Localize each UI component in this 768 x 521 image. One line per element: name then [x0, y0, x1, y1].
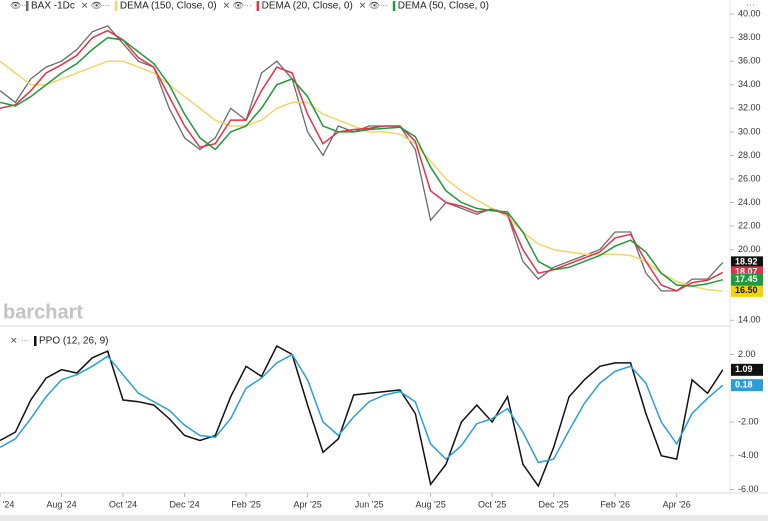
scroll-bar[interactable]: [0, 515, 768, 521]
close-icon[interactable]: ✕: [223, 0, 231, 10]
x-tick-label: Oct '25: [478, 499, 506, 509]
visibility-icon[interactable]: 👁: [91, 0, 102, 10]
x-tick-label: Oct '24: [109, 499, 137, 509]
y-tick-label: 32.00: [738, 103, 761, 113]
options-icon: ···: [244, 1, 252, 10]
last-value-badge: [731, 363, 763, 376]
last-value-badge: [731, 284, 763, 297]
legend-swatch: [34, 336, 37, 346]
series-line: [0, 36, 723, 287]
x-tick-label: Aug '25: [416, 499, 446, 509]
visibility-icon[interactable]: 👁: [369, 0, 380, 10]
legend-swatch: [256, 1, 260, 11]
y-tick-label: 38.00: [738, 32, 761, 42]
legend-label: PPO (12, 26, 9): [39, 336, 108, 347]
y-tick-label: 28.00: [738, 150, 761, 160]
options-icon: ···: [102, 1, 110, 10]
y-tick-label: 36.00: [738, 56, 761, 66]
legend-label: BAX -1Dc: [31, 1, 75, 12]
y-tick-label: -4.00: [738, 450, 759, 460]
close-icon[interactable]: ✕: [10, 335, 18, 345]
series-line: [0, 353, 724, 464]
y-tick-label: 30.00: [738, 126, 761, 136]
last-value-label: 1.09: [735, 364, 753, 374]
y-tick-label: 20.00: [738, 244, 761, 254]
x-tick-label: Apr '26: [663, 499, 691, 509]
legend-swatch: [392, 1, 396, 11]
x-tick-label: Dec '24: [169, 499, 199, 509]
legend: ✕ ··· PPO (12, 26, 9): [10, 335, 108, 346]
x-tick-label: Aug '24: [46, 499, 76, 509]
last-value-label: 16.50: [735, 285, 758, 295]
x-tick-label: Apr '25: [293, 499, 321, 509]
series-line: [0, 344, 724, 488]
x-tick-label: Feb '25: [231, 499, 261, 509]
legend-label: DEMA (50, Close, 0): [398, 1, 489, 12]
watermark: barchart: [3, 301, 83, 323]
last-value-badge: [731, 379, 763, 392]
last-value-label: 17.45: [735, 274, 758, 284]
last-value-label: 18.07: [735, 267, 758, 277]
legend-label: DEMA (150, Close, 0): [120, 1, 217, 12]
last-value-badge: [731, 273, 763, 286]
y-tick-label: -2.00: [738, 416, 759, 426]
close-icon[interactable]: ✕: [359, 0, 367, 10]
close-icon[interactable]: ✕: [81, 0, 89, 10]
visibility-icon[interactable]: 👁: [233, 0, 244, 10]
y-tick-label: 40.00: [738, 9, 761, 19]
legend-swatch: [114, 1, 118, 11]
series-line: [0, 29, 724, 292]
last-value-badge: [731, 256, 763, 269]
y-tick-label: 34.00: [738, 79, 761, 89]
options-icon: ···: [21, 1, 29, 10]
legend: 👁 ··· BAX -1Dc ✕ 👁 ··· DEMA (150, Close, 0) ✕ 👁 ·…: [10, 0, 489, 11]
options-icon: ···: [21, 336, 29, 345]
y-tick-label: 2.00: [738, 349, 756, 359]
legend-label: DEMA (20, Close, 0): [262, 1, 353, 12]
x-tick-label: Dec '25: [539, 499, 569, 509]
y-tick-label: 22.00: [738, 220, 761, 230]
y-tick-label: -6.00: [738, 484, 759, 494]
menu-icon[interactable]: ···: [746, 0, 755, 9]
y-tick-label: 24.00: [738, 197, 761, 207]
options-icon: ···: [380, 1, 388, 10]
x-tick-label: Jun '25: [355, 499, 384, 509]
x-tick-label: Jun '24: [0, 499, 14, 509]
legend-swatch: [26, 1, 29, 11]
last-value-label: 0.18: [735, 380, 753, 390]
last-value-label: 18.92: [735, 257, 758, 267]
y-tick-label: 26.00: [738, 173, 761, 183]
x-tick-label: Feb '26: [600, 499, 630, 509]
visibility-icon[interactable]: 👁: [10, 0, 21, 10]
y-tick-label: 14.00: [738, 315, 761, 325]
